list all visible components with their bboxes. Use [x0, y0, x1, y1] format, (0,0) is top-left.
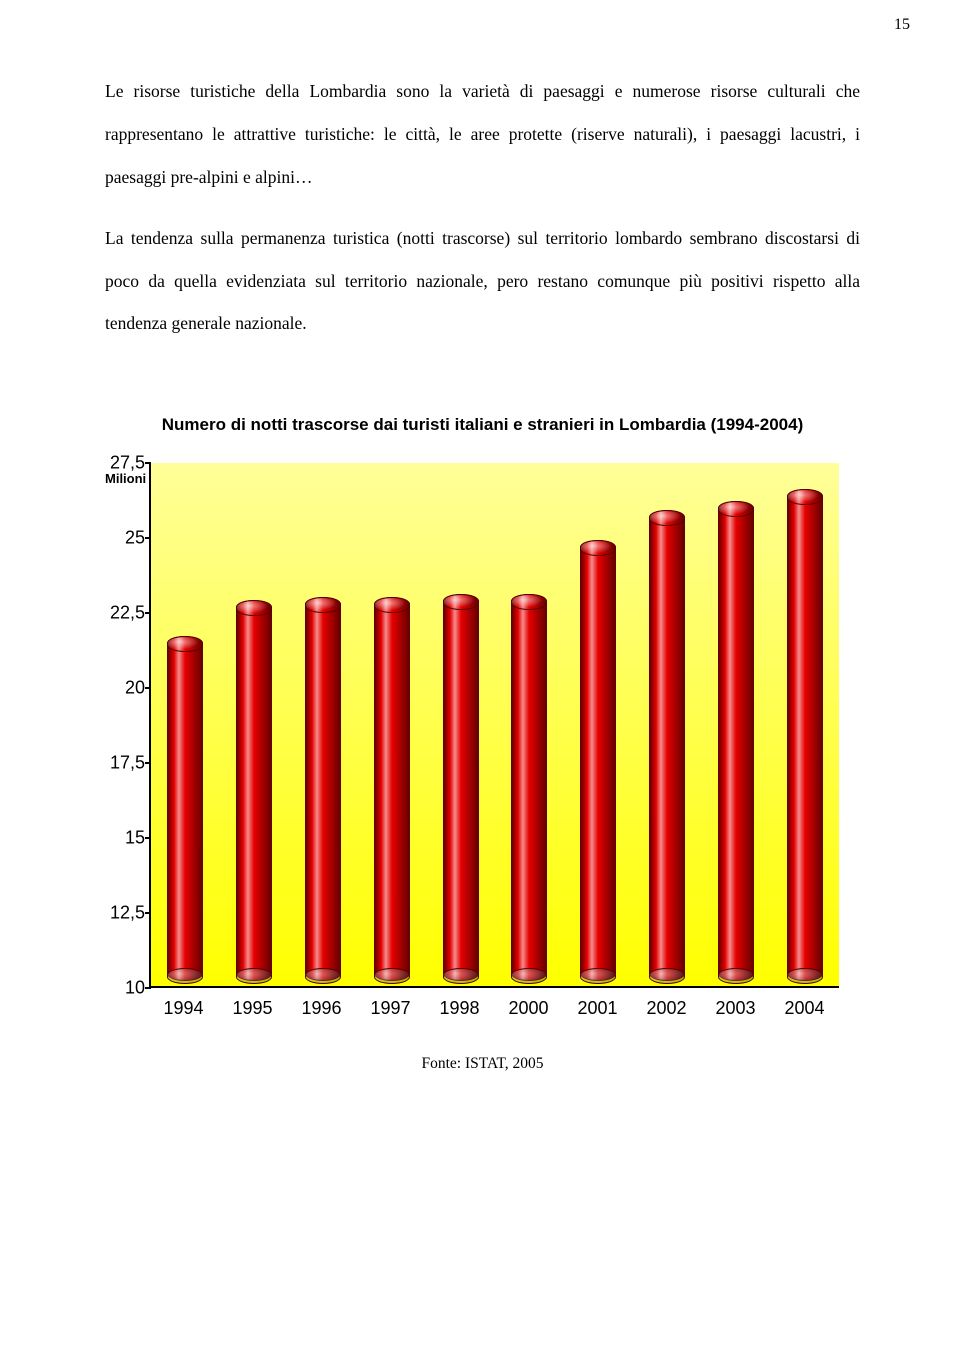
bar-body — [718, 501, 754, 981]
plot-area — [149, 463, 839, 988]
chart-source: Fonte: ISTAT, 2005 — [105, 1055, 860, 1073]
x-tick-label: 1998 — [425, 998, 494, 1019]
bar — [236, 605, 272, 986]
y-tick — [145, 762, 151, 764]
bar-body — [580, 540, 616, 981]
bar-body — [443, 594, 479, 981]
bar — [649, 515, 685, 986]
bar — [167, 641, 203, 986]
y-tick-label: 10 — [105, 978, 145, 999]
bar — [580, 545, 616, 986]
bars-container — [151, 463, 839, 986]
x-tick-label: 1997 — [356, 998, 425, 1019]
x-tick-label: 1996 — [287, 998, 356, 1019]
bar-slot — [220, 463, 289, 986]
y-tick-label: 17,5 — [105, 753, 145, 774]
bar — [305, 602, 341, 986]
y-tick — [145, 912, 151, 914]
bar-slot — [426, 463, 495, 986]
bar — [511, 599, 547, 986]
x-tick-label: 1995 — [218, 998, 287, 1019]
y-tick-label: 25 — [105, 528, 145, 549]
x-tick-label: 2000 — [494, 998, 563, 1019]
y-tick — [145, 687, 151, 689]
page-number: 15 — [894, 16, 910, 34]
paragraph-2: La tendenza sulla permanenza turistica (… — [105, 217, 860, 346]
y-tick — [145, 987, 151, 989]
y-tick-label: 12,5 — [105, 903, 145, 924]
x-axis-labels: 1994199519961997199820002001200220032004 — [149, 998, 839, 1019]
bar — [718, 506, 754, 986]
y-tick — [145, 612, 151, 614]
y-tick-label: 27,5 — [105, 453, 145, 474]
bar — [374, 602, 410, 986]
y-tick-label: 20 — [105, 678, 145, 699]
axis-area: 27,52522,52017,51512,510 199419951996199… — [149, 463, 860, 1019]
bar — [443, 599, 479, 986]
y-tick — [145, 537, 151, 539]
bar-slot — [289, 463, 358, 986]
bar-body — [305, 597, 341, 981]
x-tick-label: 2003 — [701, 998, 770, 1019]
bar-body — [167, 636, 203, 981]
x-tick-label: 2001 — [563, 998, 632, 1019]
x-tick-label: 2002 — [632, 998, 701, 1019]
bar-slot — [495, 463, 564, 986]
bar-body — [649, 510, 685, 981]
y-axis-labels: 27,52522,52017,51512,510 — [105, 463, 145, 988]
y-tick — [145, 837, 151, 839]
bar-slot — [770, 463, 839, 986]
bar-slot — [564, 463, 633, 986]
x-tick-label: 1994 — [149, 998, 218, 1019]
bar-slot — [151, 463, 220, 986]
bar-body — [787, 489, 823, 981]
bar-body — [236, 600, 272, 981]
bar-slot — [701, 463, 770, 986]
paragraph-1: Le risorse turistiche della Lombardia so… — [105, 70, 860, 199]
y-tick-label: 15 — [105, 828, 145, 849]
chart-title: Numero di notti trascorse dai turisti it… — [105, 415, 860, 435]
y-tick — [145, 462, 151, 464]
bar-body — [374, 597, 410, 981]
content-area: Le risorse turistiche della Lombardia so… — [105, 70, 860, 1073]
x-tick-label: 2004 — [770, 998, 839, 1019]
y-tick-label: 22,5 — [105, 603, 145, 624]
bar-slot — [633, 463, 702, 986]
bar — [787, 494, 823, 986]
bar-slot — [357, 463, 426, 986]
chart: Milioni 27,52522,52017,51512,510 1994199… — [105, 463, 860, 1019]
bar-body — [511, 594, 547, 981]
